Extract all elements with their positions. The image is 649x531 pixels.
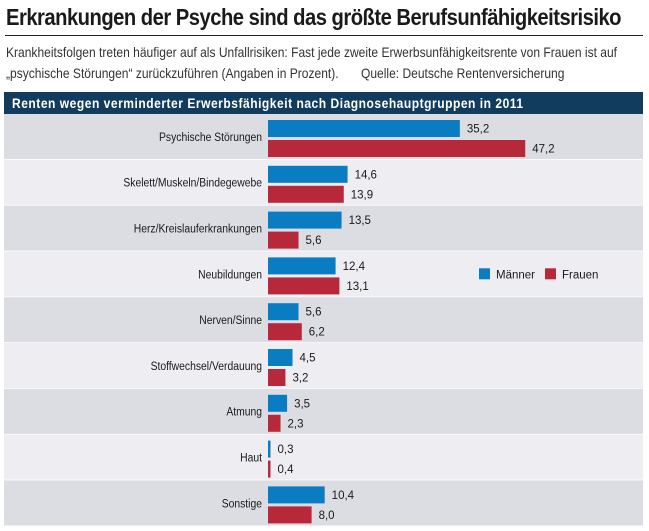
category-label: Nerven/Sinne (199, 315, 262, 328)
chart-title: Renten wegen verminderter Erwerbsfähigke… (12, 95, 524, 111)
bar-frauen (268, 369, 286, 386)
bar-maenner (268, 394, 288, 412)
value-label: 13,1 (346, 281, 368, 293)
category-label: Stoffwechsel/Verdauung (151, 360, 262, 373)
legend-label: Männer (496, 269, 535, 281)
chart-title-banner: Renten wegen verminderter Erwerbsfähigke… (4, 92, 643, 114)
value-label: 8,0 (319, 510, 335, 522)
category-label: Atmung (226, 406, 262, 419)
headline: Erkrankungen der Psyche sind das größte … (6, 4, 622, 30)
row-background (4, 297, 643, 343)
bar-frauen (268, 506, 312, 524)
bar-maenner (268, 303, 299, 321)
bar-maenner (268, 120, 460, 137)
value-label: 10,4 (332, 490, 355, 502)
value-label: 4,5 (300, 353, 316, 365)
bar-frauen (268, 231, 299, 249)
source-note: Quelle: Deutsche Rentenversicherung (360, 65, 565, 81)
bar-chart: Psychische Störungen 35,2 47,2 Skelett/Musk… (4, 114, 643, 527)
row-background (4, 434, 643, 481)
legend-swatch (545, 268, 556, 280)
bar-maenner (268, 349, 293, 366)
bar-frauen (268, 140, 526, 157)
subtitle-line-1: Krankheitsfolgen treten häufiger auf als… (6, 44, 618, 60)
value-label: 3,2 (292, 373, 308, 385)
category-label: Psychische Störungen (159, 131, 262, 144)
bar-frauen (268, 323, 302, 341)
bar-maenner (268, 165, 348, 183)
subtitle-line-2-text: „psychische Störungen“ zurückzuführen (A… (6, 65, 339, 81)
value-label: 12,4 (343, 261, 366, 273)
value-label: 2,3 (288, 418, 304, 430)
value-label: 3,5 (294, 398, 310, 410)
bar-frauen (268, 185, 344, 203)
value-label: 0,3 (278, 444, 294, 456)
legend-swatch (479, 268, 490, 280)
category-label: Herz/Kreislauferkrankungen (134, 223, 262, 236)
row-background (4, 343, 643, 389)
value-label: 13,9 (351, 189, 373, 201)
row-background (4, 388, 643, 435)
bar-maenner (268, 211, 342, 229)
headline-rule (5, 35, 643, 36)
subtitle-line-2: „psychische Störungen“ zurückzuführen (A… (6, 63, 608, 84)
bar-frauen (268, 460, 271, 478)
bar-frauen (268, 277, 340, 295)
chart-area: Psychische Störungen 35,2 47,2 Skelett/Musk… (4, 114, 643, 527)
subtitle: Krankheitsfolgen treten häufiger auf als… (6, 42, 618, 84)
bar-frauen (268, 414, 281, 432)
value-label: 5,6 (306, 307, 322, 319)
value-label: 6,2 (309, 327, 325, 339)
value-label: 35,2 (467, 124, 489, 136)
value-label: 13,5 (349, 215, 371, 227)
bar-maenner (268, 257, 336, 275)
category-label: Skelett/Muskeln/Bindegewebe (123, 177, 262, 190)
value-label: 14,6 (355, 169, 377, 181)
category-label: Haut (240, 452, 262, 465)
category-label: Neubildungen (198, 269, 262, 282)
bar-maenner (268, 486, 325, 504)
legend-label: Frauen (562, 269, 598, 281)
value-label: 5,6 (306, 235, 322, 247)
category-label: Sonstige (222, 498, 262, 511)
value-label: 47,2 (532, 144, 554, 156)
bar-maenner (268, 440, 271, 458)
value-label: 0,4 (278, 464, 295, 476)
